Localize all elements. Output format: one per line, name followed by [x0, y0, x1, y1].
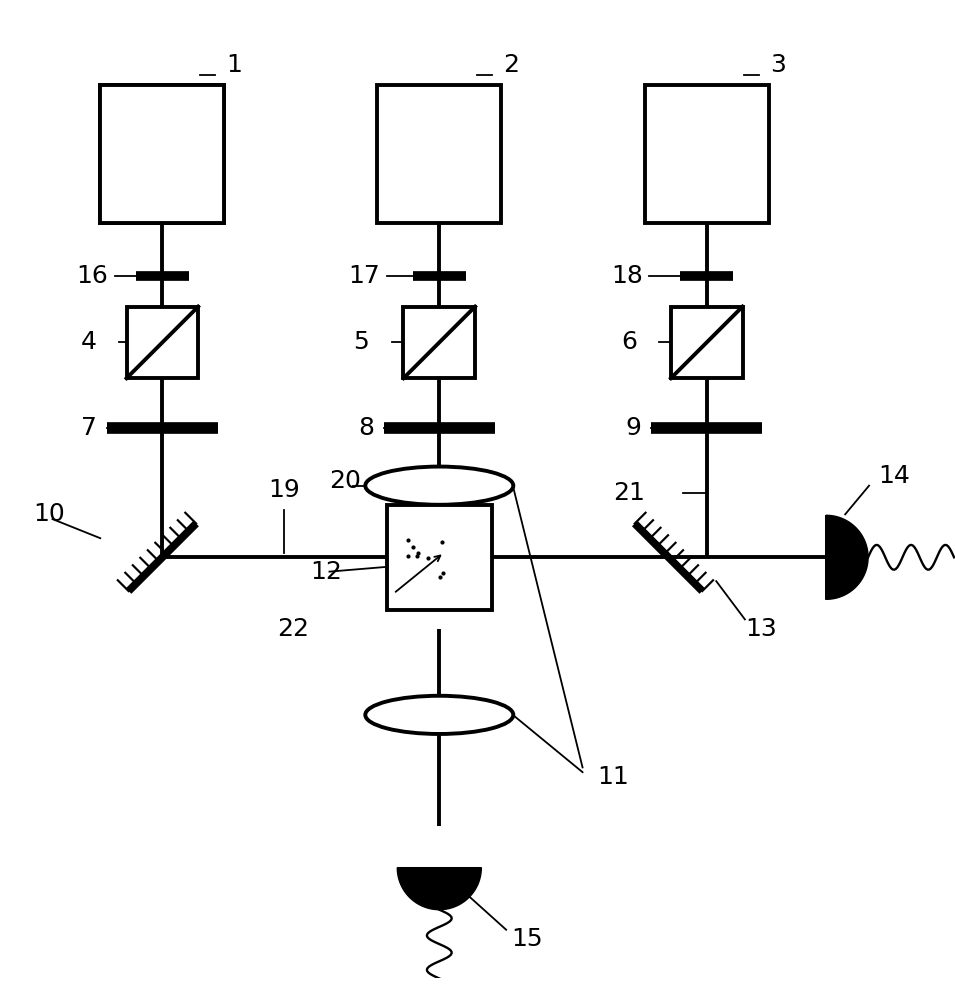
Text: 2: 2: [503, 53, 519, 77]
Text: 3: 3: [771, 53, 786, 77]
Ellipse shape: [366, 696, 514, 734]
Bar: [387, 505, 492, 610]
Text: 22: 22: [277, 617, 309, 641]
Text: 12: 12: [310, 560, 342, 584]
Text: 14: 14: [879, 464, 910, 488]
Bar: [404, 307, 476, 378]
Polygon shape: [397, 868, 481, 910]
Bar: [126, 307, 199, 378]
Polygon shape: [826, 515, 868, 599]
Bar: [670, 307, 743, 378]
Text: 16: 16: [76, 264, 108, 288]
Bar: [377, 85, 501, 223]
Text: 13: 13: [745, 617, 776, 641]
Bar: [645, 85, 769, 223]
Text: 9: 9: [626, 416, 642, 440]
Text: 20: 20: [329, 469, 361, 493]
Bar: [100, 85, 224, 223]
Text: 11: 11: [597, 765, 628, 789]
Text: 17: 17: [349, 264, 380, 288]
Text: 8: 8: [358, 416, 374, 440]
Text: 1: 1: [226, 53, 242, 77]
Text: 15: 15: [511, 927, 542, 951]
Text: 10: 10: [33, 502, 65, 526]
Text: 6: 6: [621, 330, 637, 354]
Text: 18: 18: [611, 264, 643, 288]
Text: 21: 21: [613, 481, 645, 505]
Ellipse shape: [366, 467, 514, 505]
Text: 4: 4: [81, 330, 97, 354]
Text: 19: 19: [268, 478, 300, 502]
Text: 5: 5: [353, 330, 369, 354]
Bar: [100, 85, 224, 223]
Text: 7: 7: [81, 416, 97, 440]
